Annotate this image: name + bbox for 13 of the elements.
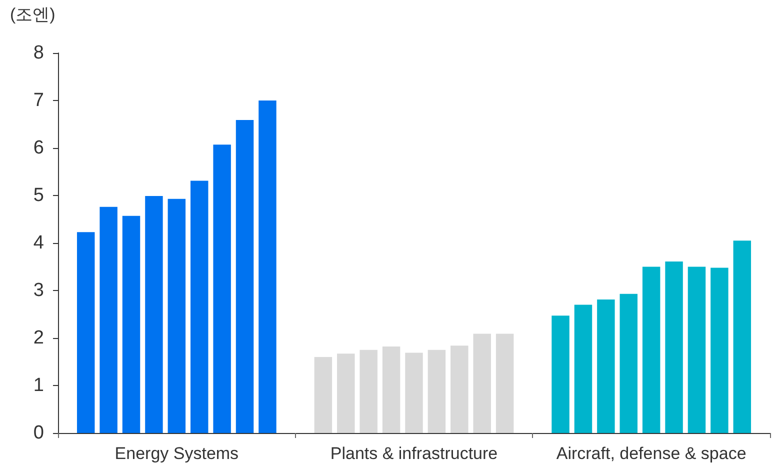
x-tick-label: Energy Systems (114, 444, 239, 463)
y-tick-label: 0 (33, 422, 44, 444)
y-tick-label: 8 (33, 42, 44, 64)
y-axis-title: (조엔) (10, 5, 56, 24)
y-tick-label: 2 (33, 328, 44, 348)
y-tick-label: 6 (33, 138, 44, 158)
y-tick-label: 1 (33, 375, 44, 396)
y-tick-label: 3 (33, 280, 44, 301)
y-tick-label: 7 (33, 90, 44, 111)
x-tick-label: Aircraft, defense & space (556, 444, 746, 463)
x-tick-label: Plants & infrastructure (330, 444, 498, 463)
y-tick-label: 5 (33, 185, 44, 206)
y-tick-label: 4 (33, 232, 44, 254)
